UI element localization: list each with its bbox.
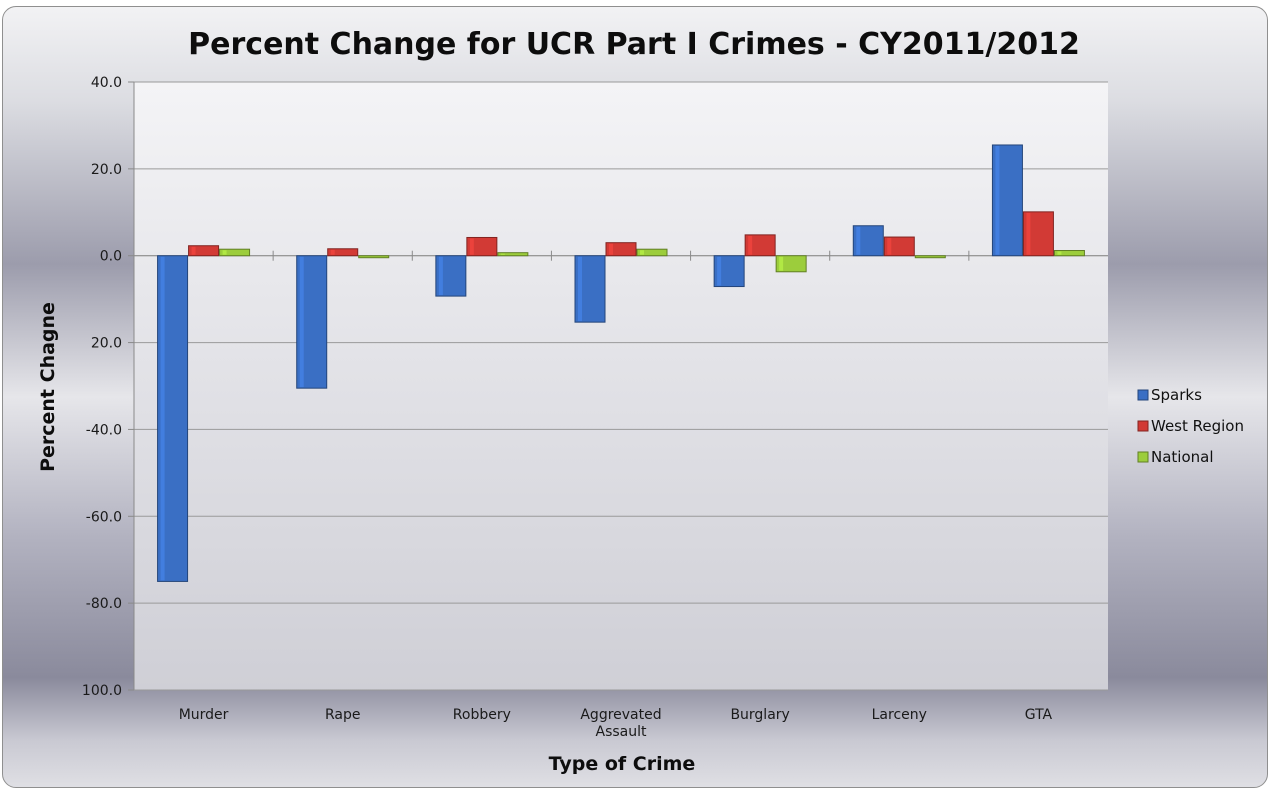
bar-highlight: [779, 256, 784, 271]
y-tick-label: 0.0: [100, 249, 122, 265]
x-tick-label: Aggrevated Assault: [580, 707, 661, 740]
plot-area: [134, 82, 1108, 690]
x-axis-title: Type of Crime: [549, 753, 696, 775]
x-tick-label: GTA: [1025, 707, 1053, 723]
legend-label: West Region: [1151, 417, 1244, 435]
bar-highlight: [500, 253, 505, 255]
bar: [775, 255, 807, 273]
legend-label: National: [1151, 448, 1214, 466]
y-axis-title: Percent Chagne: [37, 302, 59, 472]
bar-highlight: [1026, 212, 1031, 255]
bar: [636, 248, 668, 257]
x-tick-label: Rape: [325, 707, 361, 723]
legend-label: Sparks: [1151, 386, 1202, 404]
bar-highlight: [887, 238, 892, 255]
bar: [327, 248, 359, 257]
bar-highlight: [160, 256, 165, 581]
bar-highlight: [222, 250, 227, 255]
y-tick-label: -80.0: [86, 596, 122, 612]
bar: [1053, 250, 1085, 257]
axis-labels: 40.0 20.0 0.0 20.0 -40.0 -60.0 -80.0 100.0 Murde…: [82, 75, 1053, 740]
legend: Sparks West Region National: [1137, 386, 1244, 466]
y-tick-label: 20.0: [91, 162, 122, 178]
chart-title: Percent Change for UCR Part I Crimes - C…: [188, 27, 1080, 62]
bar-highlight: [748, 235, 753, 255]
bars: [157, 144, 1085, 582]
x-tick-label: Larceny: [872, 707, 927, 723]
tick-marks: [128, 81, 970, 691]
bar: [744, 234, 776, 257]
bar: [358, 255, 390, 259]
y-tick-label: -40.0: [86, 422, 122, 438]
bar-highlight: [299, 256, 304, 388]
chart-svg: 40.0 20.0 0.0 20.0 -40.0 -60.0 -80.0 100.0 Murde…: [37, 27, 1244, 775]
bar-highlight: [856, 226, 861, 255]
x-tick-label: Murder: [179, 707, 229, 723]
bar: [219, 248, 251, 257]
bar-highlight: [438, 256, 443, 296]
bar-highlight: [191, 246, 196, 255]
y-tick-label: 100.0: [82, 683, 122, 699]
bar: [914, 255, 946, 259]
legend-swatch: [1137, 420, 1149, 432]
bar-highlight: [578, 256, 582, 322]
y-tick-label: 40.0: [91, 75, 122, 91]
chart-frame: 40.0 20.0 0.0 20.0 -40.0 -60.0 -80.0 100.0 Murde…: [2, 6, 1268, 788]
bar: [188, 245, 220, 257]
bar: [497, 252, 529, 257]
y-tick-label: 20.0: [91, 336, 122, 352]
bar: [466, 236, 498, 257]
bar: [605, 242, 637, 257]
x-tick-label: Robbery: [453, 707, 511, 723]
y-tick-label: -60.0: [86, 509, 122, 525]
x-tick-label: Burglary: [730, 707, 789, 723]
bar-highlight: [330, 249, 335, 255]
bar-highlight: [640, 250, 644, 255]
bar-highlight: [995, 145, 1000, 255]
bar-highlight: [609, 243, 613, 255]
legend-swatch: [1137, 451, 1149, 463]
bar: [883, 236, 915, 257]
bar-highlight: [717, 256, 722, 286]
legend-swatch: [1137, 389, 1149, 401]
bar-highlight: [1057, 251, 1062, 255]
bar-highlight: [469, 238, 474, 255]
